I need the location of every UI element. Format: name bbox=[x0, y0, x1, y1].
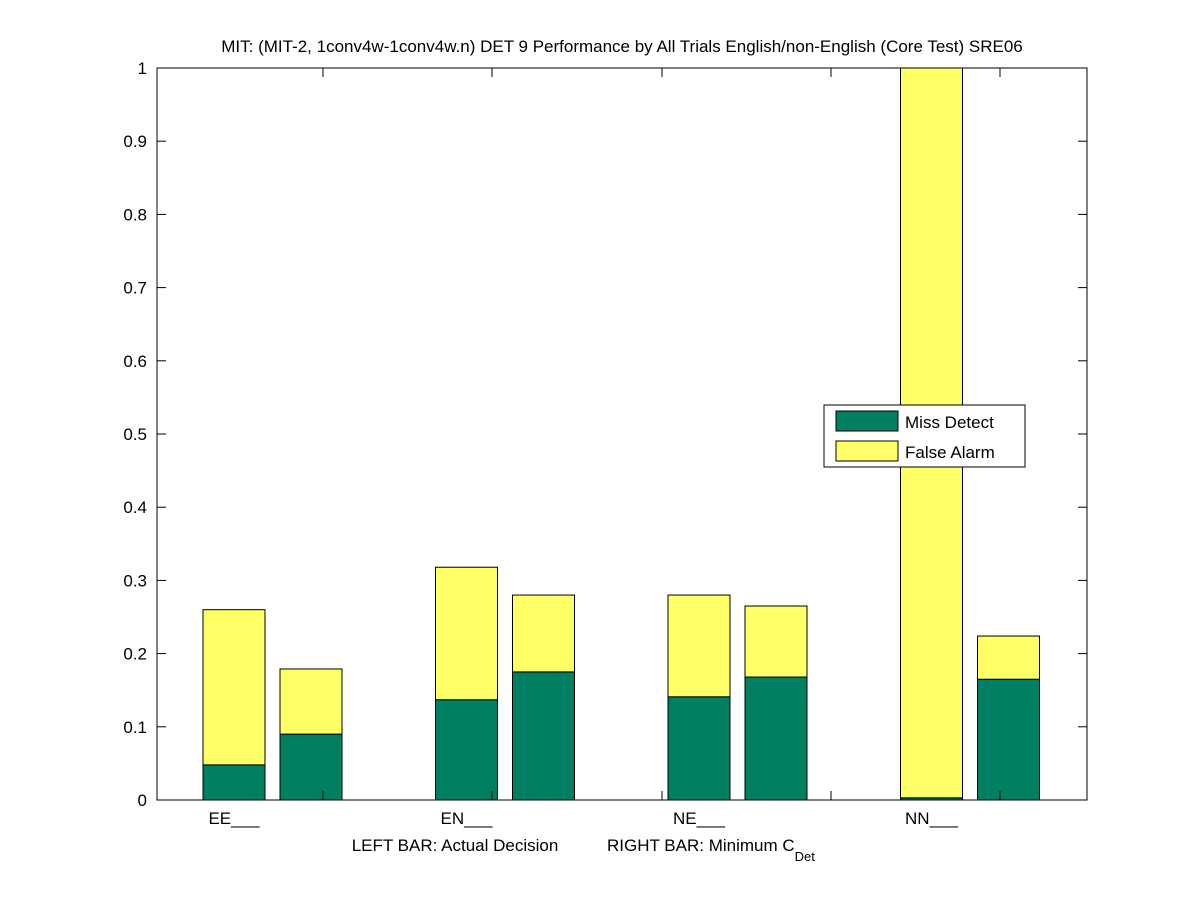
bar-minimum-ee-false-alarm bbox=[279, 668, 343, 735]
bar-actual-en-miss-detect bbox=[435, 699, 498, 801]
x-tick-label: EN___ bbox=[441, 809, 494, 828]
bar-minimum-ne-miss-detect bbox=[744, 676, 808, 801]
bar-minimum-nn-false-alarm bbox=[977, 635, 1040, 680]
bar-minimum-ee-miss-detect bbox=[279, 733, 343, 801]
x-tick-label: NE___ bbox=[673, 809, 726, 828]
bar-minimum-en-miss-detect bbox=[512, 671, 575, 801]
legend: Miss Detect False Alarm bbox=[823, 404, 1026, 468]
y-tick-label: 0.4 bbox=[123, 498, 147, 517]
y-tick-label: 1 bbox=[138, 59, 147, 78]
y-tick-label: 0.7 bbox=[123, 279, 147, 298]
legend-swatch-miss-detect bbox=[835, 410, 899, 432]
y-tick-label: 0.8 bbox=[123, 205, 147, 224]
bar-minimum-en-false-alarm bbox=[512, 594, 575, 673]
bar-actual-en-false-alarm bbox=[435, 566, 498, 701]
x-tick-label: EE___ bbox=[208, 809, 260, 828]
y-tick-label: 0.2 bbox=[123, 645, 147, 664]
bar-actual-ee-false-alarm bbox=[202, 609, 266, 766]
chart-title: MIT: (MIT-2, 1conv4w-1conv4w.n) DET 9 Pe… bbox=[221, 37, 1023, 56]
y-tick-label: 0.5 bbox=[123, 425, 147, 444]
y-tick-label: 0.9 bbox=[123, 132, 147, 151]
x-tick-label: NN___ bbox=[905, 809, 958, 828]
y-tick-label: 0.1 bbox=[123, 718, 147, 737]
bar-minimum-nn-miss-detect bbox=[977, 678, 1040, 801]
bar-minimum-ne-false-alarm bbox=[744, 605, 808, 678]
xlabel-right-sub: Det bbox=[795, 849, 816, 864]
xlabel-right-main: RIGHT BAR: Minimum C bbox=[607, 836, 795, 855]
bar-actual-ee-miss-detect bbox=[202, 764, 266, 801]
legend-label-false-alarm: False Alarm bbox=[905, 443, 995, 462]
y-tick-label: 0.3 bbox=[123, 571, 147, 590]
bar-actual-ne-false-alarm bbox=[667, 594, 731, 698]
legend-swatch-false-alarm bbox=[835, 440, 899, 462]
xlabel-left: LEFT BAR: Actual Decision bbox=[352, 836, 559, 855]
y-tick-label: 0 bbox=[138, 791, 147, 810]
bar-actual-ne-miss-detect bbox=[667, 696, 731, 801]
legend-label-miss-detect: Miss Detect bbox=[905, 413, 994, 432]
xlabel-right: RIGHT BAR: Minimum CDet bbox=[607, 836, 815, 864]
y-tick-label: 0.6 bbox=[123, 352, 147, 371]
